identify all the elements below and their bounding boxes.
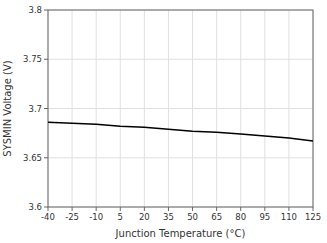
y-tick-label: 3.65 [23,153,42,163]
y-tick-label: 3.7 [28,104,42,114]
x-axis-label: Junction Temperature (°C) [115,228,246,239]
x-tick [72,207,73,211]
x-tick-label: 125 [305,212,321,222]
y-tick-label: 3.6 [28,202,42,212]
x-tick-label: 5 [118,212,123,222]
chart-container: -40 -25 -10 5 20 35 50 65 80 95 110 125 3.6 3.65 3.7 3.… [0,0,327,243]
y-axis-label: SYSMIN Voltage (V) [2,60,13,156]
y-tick [44,207,48,208]
y-tick [44,157,48,158]
x-tick [96,207,97,211]
x-tick [48,207,49,211]
x-tick-label: 95 [259,212,270,222]
y-tick [44,10,48,11]
y-tick [44,108,48,109]
x-tick-label: -40 [41,212,55,222]
x-tick [168,207,169,211]
y-grid-line [48,59,313,60]
x-tick-label: 35 [163,212,174,222]
line [48,122,313,141]
grid [48,10,313,207]
axes: -40 -25 -10 5 20 35 50 65 80 95 110 125 3.6 3.65 3.7 3.… [23,5,321,222]
x-tick [216,207,217,211]
y-tick [44,59,48,60]
x-tick-label: -25 [65,212,79,222]
x-tick [144,207,145,211]
x-tick-label: 50 [187,212,198,222]
plot-frame [48,10,313,207]
y-tick-label: 3.8 [28,5,42,15]
x-tick [288,207,289,211]
x-tick-label: 110 [281,212,297,222]
x-tick [313,207,314,211]
x-tick-label: 80 [235,212,246,222]
chart-svg: -40 -25 -10 5 20 35 50 65 80 95 110 125 3.6 3.65 3.7 3.… [0,0,327,243]
y-grid-line [48,157,313,158]
x-tick [120,207,121,211]
x-tick-label: 65 [211,212,222,222]
x-tick [240,207,241,211]
x-tick [264,207,265,211]
data-layer [48,122,313,141]
x-tick-label: -10 [89,212,103,222]
y-grid-line [48,108,313,109]
y-tick-label: 3.75 [23,54,42,64]
x-tick-label: 20 [139,212,150,222]
x-tick [192,207,193,211]
